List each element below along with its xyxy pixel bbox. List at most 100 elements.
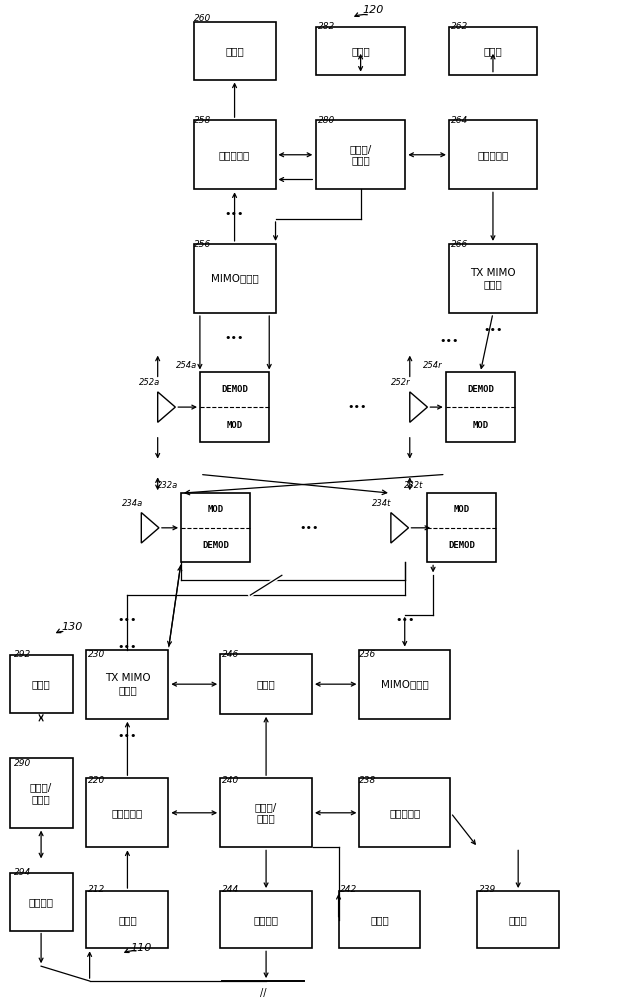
Polygon shape (391, 513, 408, 543)
Text: 252a: 252a (139, 378, 160, 387)
Text: 252r: 252r (391, 378, 410, 387)
Text: MOD: MOD (208, 505, 223, 514)
Text: 258: 258 (194, 116, 211, 125)
Bar (220, 891, 312, 948)
Text: •••: ••• (118, 615, 137, 625)
Text: 存储器: 存储器 (32, 679, 51, 689)
Text: TX MIMO
处理器: TX MIMO 处理器 (470, 268, 516, 289)
Text: 262: 262 (451, 22, 468, 31)
Bar (9, 758, 73, 828)
Text: 发射处理器: 发射处理器 (112, 808, 143, 818)
Text: 256: 256 (194, 240, 211, 249)
Text: 294: 294 (14, 868, 31, 877)
Bar (194, 244, 275, 313)
Text: TX MIMO
处理器: TX MIMO 处理器 (104, 673, 150, 695)
Text: 220: 220 (89, 776, 106, 785)
Text: •••: ••• (118, 642, 137, 652)
Polygon shape (410, 392, 427, 422)
Bar (220, 654, 312, 714)
Bar (449, 244, 537, 313)
Text: •••: ••• (483, 325, 503, 335)
Bar (194, 22, 275, 80)
Text: 292: 292 (14, 650, 31, 659)
Text: MOD: MOD (472, 421, 489, 430)
Text: •••: ••• (118, 731, 137, 741)
Text: 236: 236 (360, 650, 377, 659)
Text: 266: 266 (451, 240, 468, 249)
Polygon shape (158, 392, 175, 422)
Bar (446, 372, 515, 442)
Text: MIMO检测器: MIMO检测器 (381, 679, 429, 689)
Text: 数据阱: 数据阱 (225, 46, 244, 56)
Text: 260: 260 (194, 14, 211, 23)
Text: 239: 239 (479, 885, 496, 894)
Text: 238: 238 (360, 776, 377, 785)
Bar (194, 120, 275, 189)
Text: 接收处理器: 接收处理器 (219, 150, 250, 160)
Text: 232t: 232t (404, 481, 423, 490)
Text: •••: ••• (225, 209, 244, 219)
Bar (181, 493, 250, 562)
Text: 控制器/
处理器: 控制器/ 处理器 (349, 144, 372, 166)
Bar (449, 27, 537, 75)
Bar (87, 650, 168, 719)
Text: 232a: 232a (156, 481, 178, 490)
Text: 接收处理器: 接收处理器 (389, 808, 420, 818)
Text: 282: 282 (318, 22, 335, 31)
Text: 控制器/
处理器: 控制器/ 处理器 (30, 782, 52, 804)
Text: •••: ••• (299, 523, 318, 533)
Text: 244: 244 (222, 885, 239, 894)
Bar (359, 650, 451, 719)
Text: DEMOD: DEMOD (467, 385, 494, 394)
Text: //: // (260, 988, 266, 998)
Text: 110: 110 (130, 943, 152, 953)
Text: 290: 290 (14, 759, 31, 768)
Text: 242: 242 (341, 885, 358, 894)
Polygon shape (141, 513, 159, 543)
Text: 存储器: 存储器 (351, 46, 370, 56)
Text: 发射处理器: 发射处理器 (477, 150, 508, 160)
Text: 120: 120 (363, 5, 384, 15)
Text: MIMO检测器: MIMO检测器 (211, 273, 258, 283)
Text: 234a: 234a (122, 499, 144, 508)
Text: 数据源: 数据源 (118, 915, 137, 925)
Text: 212: 212 (89, 885, 106, 894)
Bar (316, 120, 404, 189)
Text: 254r: 254r (423, 361, 442, 370)
Text: •••: ••• (395, 615, 415, 625)
Bar (87, 891, 168, 948)
Bar (359, 778, 451, 847)
Text: 调度器: 调度器 (257, 679, 275, 689)
Text: MOD: MOD (453, 505, 470, 514)
Text: 234t: 234t (372, 499, 391, 508)
Text: •••: ••• (439, 336, 458, 346)
Text: 264: 264 (451, 116, 468, 125)
Text: 数据阱: 数据阱 (509, 915, 527, 925)
Text: DEMOD: DEMOD (202, 541, 229, 550)
Text: 控制器/
处理器: 控制器/ 处理器 (255, 802, 277, 824)
Bar (200, 372, 269, 442)
Bar (316, 27, 404, 75)
Text: DEMOD: DEMOD (221, 385, 248, 394)
Text: 数据源: 数据源 (484, 46, 503, 56)
Text: •••: ••• (348, 402, 367, 412)
Text: 存储器: 存储器 (370, 915, 389, 925)
Text: 230: 230 (89, 650, 106, 659)
Bar (220, 778, 312, 847)
Bar (477, 891, 559, 948)
Bar (9, 873, 73, 931)
Bar (9, 655, 73, 713)
Bar (427, 493, 496, 562)
Text: 通信单元: 通信单元 (254, 915, 279, 925)
Text: 240: 240 (222, 776, 239, 785)
Text: MOD: MOD (227, 421, 242, 430)
Bar (449, 120, 537, 189)
Text: 254a: 254a (175, 361, 197, 370)
Bar (339, 891, 420, 948)
Text: 246: 246 (222, 650, 239, 659)
Text: •••: ••• (225, 333, 244, 343)
Text: 280: 280 (318, 116, 335, 125)
Bar (87, 778, 168, 847)
Text: 通信单元: 通信单元 (28, 897, 54, 907)
Text: 130: 130 (61, 622, 83, 632)
